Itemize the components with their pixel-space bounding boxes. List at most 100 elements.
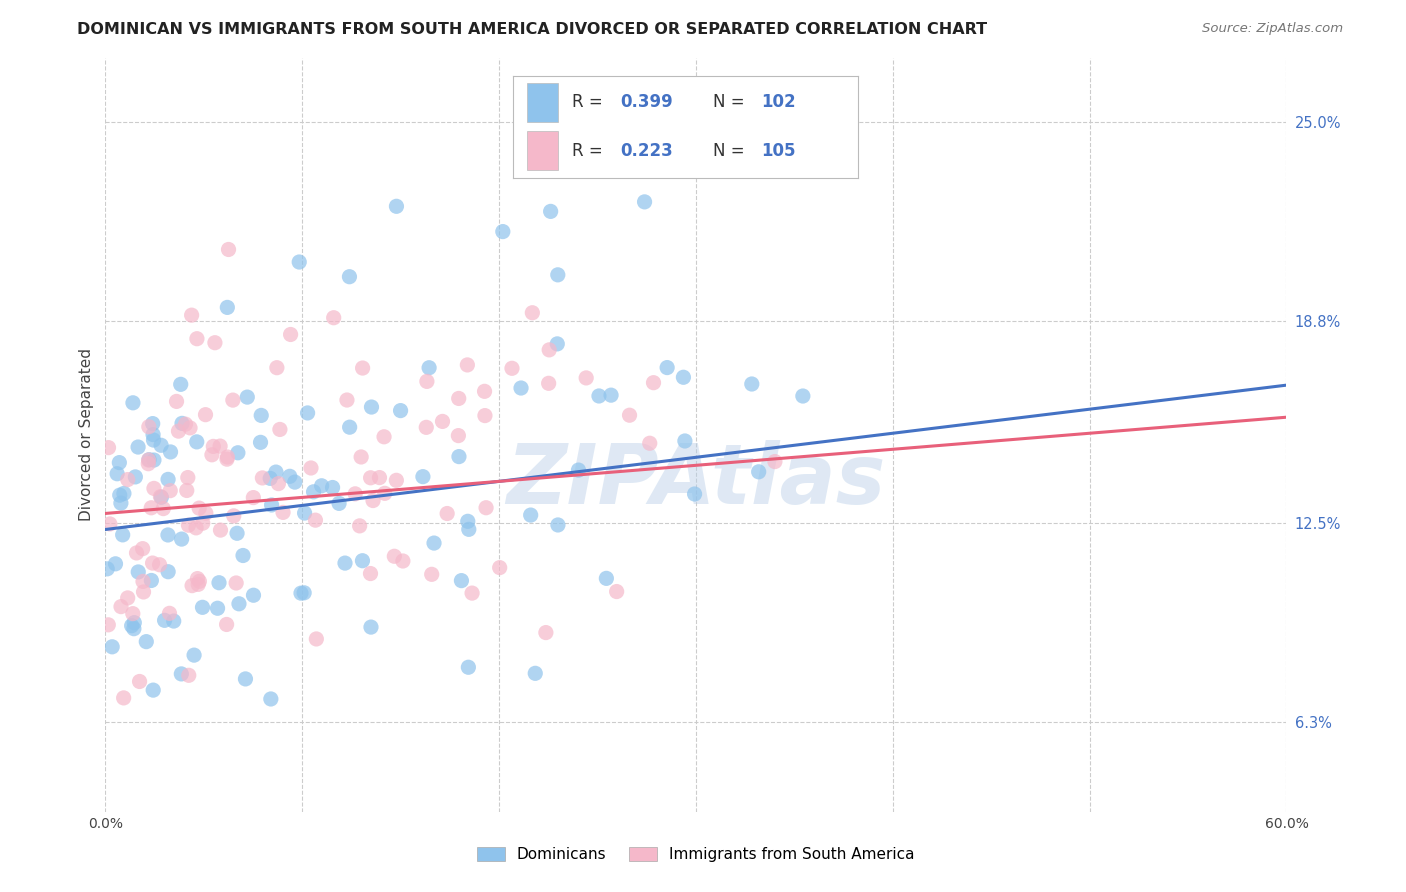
Point xyxy=(302,484,325,499)
Point xyxy=(142,427,165,442)
Point xyxy=(360,620,382,634)
Point xyxy=(252,471,274,485)
Point xyxy=(236,390,259,404)
Text: 0.223: 0.223 xyxy=(620,142,672,160)
Point xyxy=(156,528,179,542)
Point xyxy=(110,599,132,614)
Point xyxy=(538,343,561,357)
Point xyxy=(547,268,569,282)
Point xyxy=(153,613,176,627)
Point xyxy=(177,518,200,533)
Point xyxy=(510,381,533,395)
Point xyxy=(290,586,312,600)
Point xyxy=(447,392,470,406)
Point xyxy=(188,574,211,589)
Point xyxy=(392,554,415,568)
Point xyxy=(105,467,128,481)
Point xyxy=(127,565,149,579)
Point xyxy=(142,453,165,467)
Point xyxy=(217,450,239,464)
Point xyxy=(328,496,350,510)
Point xyxy=(176,483,198,498)
Point xyxy=(242,491,264,505)
Point xyxy=(112,486,135,500)
Point xyxy=(280,327,302,342)
Point xyxy=(110,496,132,510)
Point xyxy=(157,565,180,579)
Point xyxy=(741,376,763,391)
Point xyxy=(138,453,160,467)
Point xyxy=(135,634,157,648)
Point xyxy=(519,508,541,522)
Point xyxy=(385,473,408,487)
Point xyxy=(456,358,478,372)
Point xyxy=(595,571,617,585)
Point xyxy=(202,439,225,453)
Point xyxy=(217,301,239,315)
Point xyxy=(170,417,193,431)
Text: R =: R = xyxy=(572,94,607,112)
Point xyxy=(352,361,374,376)
Point xyxy=(157,472,180,486)
Point xyxy=(183,648,205,662)
Point xyxy=(97,441,120,455)
Point xyxy=(492,225,515,239)
Point xyxy=(436,507,458,521)
Point xyxy=(266,360,288,375)
Point xyxy=(457,522,479,536)
Point xyxy=(304,513,326,527)
Point xyxy=(540,204,562,219)
Point xyxy=(150,438,173,452)
Point xyxy=(204,335,226,350)
Point xyxy=(269,422,291,436)
Point xyxy=(215,452,238,467)
Point xyxy=(117,473,139,487)
Point xyxy=(294,506,316,520)
Point xyxy=(152,501,174,516)
Point xyxy=(474,384,496,399)
Point xyxy=(132,574,155,589)
Point xyxy=(191,600,214,615)
Point xyxy=(420,567,443,582)
Point xyxy=(167,424,190,438)
Point xyxy=(457,660,479,674)
Point xyxy=(96,562,118,576)
Point xyxy=(339,269,361,284)
Point xyxy=(748,465,770,479)
Point xyxy=(792,389,814,403)
Point xyxy=(260,498,283,512)
Point xyxy=(194,506,217,520)
Point xyxy=(349,519,371,533)
Point xyxy=(149,558,172,572)
Point xyxy=(181,579,204,593)
Text: R =: R = xyxy=(572,142,607,160)
Point xyxy=(209,439,232,453)
Point xyxy=(297,406,319,420)
Point xyxy=(412,469,434,483)
Point xyxy=(333,556,356,570)
Text: 102: 102 xyxy=(761,94,796,112)
Point xyxy=(655,360,678,375)
Point xyxy=(159,445,181,459)
Point xyxy=(360,471,382,485)
Point xyxy=(141,500,163,515)
Point xyxy=(681,119,703,133)
Point xyxy=(250,409,273,423)
Point xyxy=(537,376,560,391)
Point xyxy=(450,574,472,588)
Point xyxy=(311,479,333,493)
Point xyxy=(209,523,232,537)
Point xyxy=(186,572,208,586)
Point xyxy=(385,199,408,213)
Point xyxy=(382,549,405,564)
Point xyxy=(159,607,181,621)
Text: 0.399: 0.399 xyxy=(620,94,672,112)
Point xyxy=(501,361,523,376)
Point xyxy=(201,448,224,462)
Point xyxy=(170,667,193,681)
Bar xyxy=(527,83,558,122)
Point xyxy=(170,377,193,392)
Point xyxy=(121,607,143,621)
Point xyxy=(619,408,641,422)
Point xyxy=(638,436,661,450)
